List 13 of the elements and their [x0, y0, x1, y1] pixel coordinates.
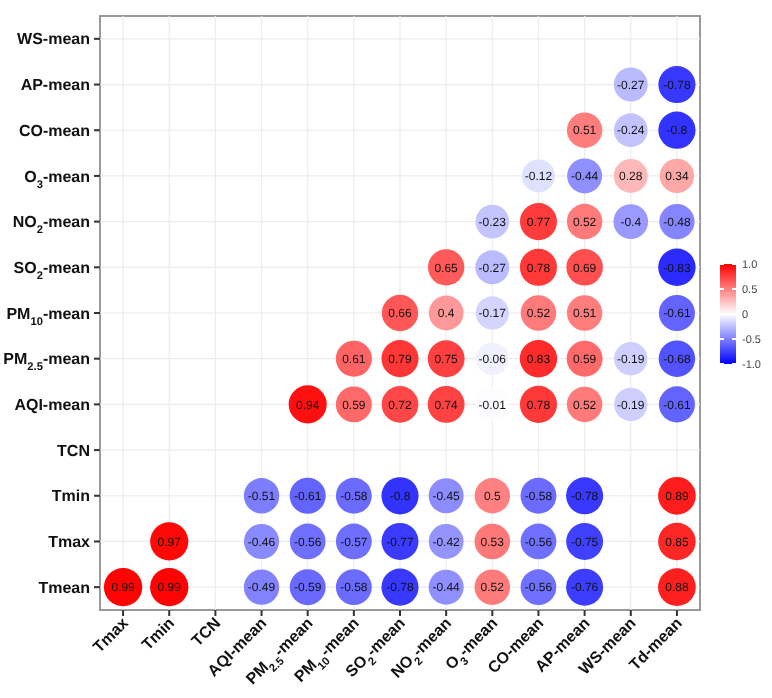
y-tick-label: WS-mean	[17, 30, 91, 49]
y-tick-label: AP-mean	[20, 76, 91, 95]
y-tick-label: TCN	[57, 441, 91, 460]
y-tick-label: SO$_{2}$-mean	[13, 258, 91, 283]
y-tick-label: PM$_{2.5}$-mean	[3, 350, 91, 375]
y-tick-label: NO$_{2}$-mean	[12, 213, 91, 238]
y-tick-label: PM$_{10}$-mean	[6, 304, 91, 329]
y-tick-label: Tmax	[48, 533, 92, 552]
y-tick-label: AQI-mean	[14, 395, 91, 414]
y-tick-label: CO-mean	[18, 121, 91, 140]
y-tick-label: O$_{3}$-mean	[24, 167, 91, 192]
y-tick-label: Tmean	[38, 578, 91, 597]
y-tick-label: Tmin	[51, 487, 91, 506]
